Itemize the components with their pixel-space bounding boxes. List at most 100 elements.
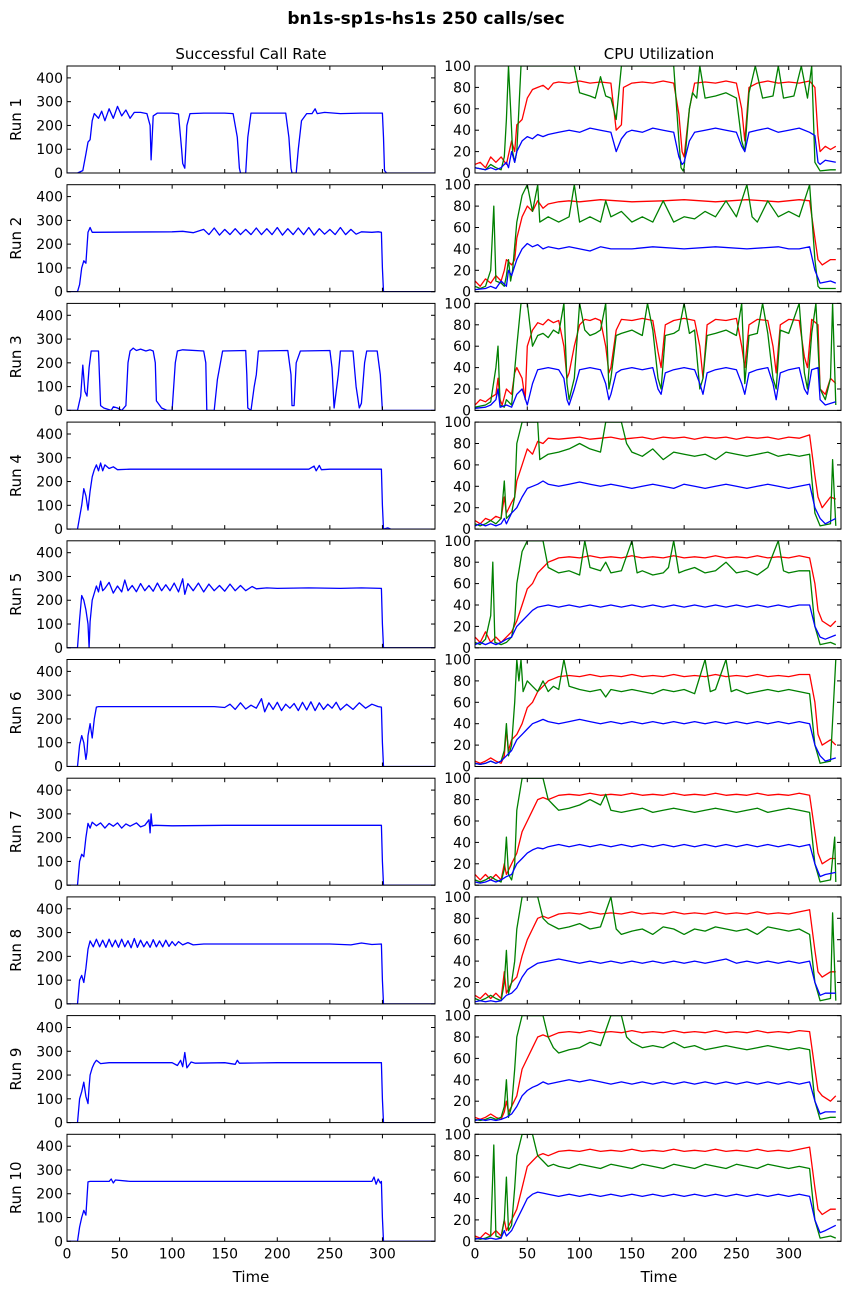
y-tick-label: 400 bbox=[36, 783, 63, 799]
y-tick-label: 400 bbox=[36, 427, 63, 443]
y-tick-label: 400 bbox=[36, 902, 63, 918]
y-tick-label: 20 bbox=[453, 1094, 471, 1110]
run-label: Run 5 bbox=[7, 573, 25, 616]
cpu-panel-run-9: 0 20 40 60 80 100 bbox=[444, 1009, 842, 1132]
y-tick-label: 300 bbox=[36, 95, 63, 111]
x-tick-label: 250 bbox=[723, 1246, 750, 1262]
y-tick-label: 40 bbox=[453, 717, 471, 733]
y-tick-label: 0 bbox=[54, 760, 63, 776]
y-tick-label: 200 bbox=[36, 949, 63, 965]
y-tick-label: 80 bbox=[453, 318, 471, 334]
y-tick-label: 0 bbox=[54, 285, 63, 301]
y-tick-label: 60 bbox=[453, 1170, 471, 1186]
left-column-title: Successful Call Rate bbox=[175, 45, 326, 63]
y-tick-label: 80 bbox=[453, 199, 471, 215]
cpu-series-blue-line bbox=[475, 242, 837, 291]
y-tick-label: 0 bbox=[462, 522, 471, 538]
y-tick-label: 100 bbox=[444, 1009, 471, 1025]
y-tick-label: 200 bbox=[36, 356, 63, 372]
cpu-series-green-line bbox=[475, 422, 837, 527]
y-tick-label: 80 bbox=[453, 1030, 471, 1046]
cpu-series-red-line bbox=[475, 80, 837, 169]
rate-panel-run-10: 0 100 200 300 400 0 50 100 150 200 250 300 bbox=[36, 1133, 436, 1262]
y-tick-label: 100 bbox=[444, 890, 471, 906]
plot-frame bbox=[474, 1133, 842, 1242]
rate-series-rate-line bbox=[67, 462, 435, 530]
x-tick-label: 100 bbox=[566, 1246, 593, 1262]
y-tick-label: 0 bbox=[54, 166, 63, 182]
right-column-title: CPU Utilization bbox=[604, 45, 714, 63]
y-tick-label: 100 bbox=[36, 973, 63, 989]
rate-panel-run-3: 0 100 200 300 400 bbox=[36, 302, 436, 419]
cpu-panel-run-5: 0 20 40 60 80 100 bbox=[444, 534, 842, 657]
cpu-series-red-line bbox=[475, 199, 836, 287]
x-tick-label: 150 bbox=[618, 1246, 645, 1262]
plot-frame bbox=[66, 1015, 436, 1124]
cpu-series-green-line bbox=[475, 540, 837, 646]
run-label: Run 4 bbox=[7, 454, 25, 497]
y-tick-label: 100 bbox=[444, 415, 471, 431]
cpu-series-blue-line bbox=[475, 1079, 836, 1122]
y-tick-label: 0 bbox=[54, 1234, 63, 1250]
y-tick-label: 20 bbox=[453, 1213, 471, 1229]
cpu-series-red-line bbox=[475, 909, 836, 1000]
y-tick-label: 200 bbox=[36, 237, 63, 253]
y-tick-label: 0 bbox=[54, 878, 63, 894]
y-tick-label: 100 bbox=[36, 380, 63, 396]
rate-series-rate-line bbox=[67, 105, 435, 173]
rate-series-rate-line bbox=[67, 226, 435, 292]
y-tick-label: 300 bbox=[36, 569, 63, 585]
y-tick-label: 40 bbox=[453, 242, 471, 258]
run-label: Run 7 bbox=[7, 810, 25, 853]
y-tick-label: 60 bbox=[453, 1051, 471, 1067]
rate-series-rate-line bbox=[67, 578, 435, 648]
plot-frame bbox=[66, 540, 436, 649]
run-label: Run 10 bbox=[7, 1161, 25, 1214]
y-tick-label: 40 bbox=[453, 598, 471, 614]
y-tick-label: 0 bbox=[54, 997, 63, 1013]
y-tick-label: 20 bbox=[453, 382, 471, 398]
x-tick-label: 300 bbox=[369, 1246, 396, 1262]
y-tick-label: 80 bbox=[453, 80, 471, 96]
plot-frame bbox=[474, 777, 842, 886]
y-tick-label: 40 bbox=[453, 954, 471, 970]
y-tick-label: 0 bbox=[462, 1234, 471, 1250]
cpu-series-green-line bbox=[475, 896, 837, 1002]
cpu-panel-run-7: 0 20 40 60 80 100 bbox=[444, 771, 842, 894]
y-tick-label: 80 bbox=[453, 555, 471, 571]
x-tick-label: 150 bbox=[211, 1246, 238, 1262]
x-tick-label: 300 bbox=[775, 1246, 802, 1262]
y-tick-label: 80 bbox=[453, 437, 471, 453]
y-tick-label: 60 bbox=[453, 458, 471, 474]
y-tick-label: 20 bbox=[453, 619, 471, 635]
cpu-series-green-line bbox=[475, 184, 836, 290]
plot-frame bbox=[474, 65, 842, 174]
y-tick-label: 80 bbox=[453, 674, 471, 690]
plot-frame bbox=[474, 302, 842, 411]
left-x-axis-label: Time bbox=[232, 1268, 270, 1286]
plot-frame bbox=[474, 421, 842, 530]
run-label: Run 8 bbox=[7, 929, 25, 972]
y-tick-label: 0 bbox=[54, 1116, 63, 1132]
right-x-axis-label: Time bbox=[640, 1268, 678, 1286]
cpu-series-green-line bbox=[475, 303, 837, 408]
y-tick-label: 200 bbox=[36, 593, 63, 609]
plot-frame bbox=[474, 896, 842, 1005]
y-tick-label: 0 bbox=[462, 997, 471, 1013]
y-tick-label: 20 bbox=[453, 738, 471, 754]
y-tick-label: 400 bbox=[36, 664, 63, 680]
rate-panel-run-9: 0 100 200 300 400 bbox=[36, 1015, 436, 1132]
y-tick-label: 60 bbox=[453, 577, 471, 593]
y-tick-label: 100 bbox=[444, 178, 471, 194]
plot-frame bbox=[66, 659, 436, 767]
cpu-panel-run-1: 0 20 40 60 80 100 bbox=[444, 59, 842, 182]
y-tick-label: 100 bbox=[444, 534, 471, 550]
cpu-panel-run-4: 0 20 40 60 80 100 bbox=[444, 415, 842, 538]
y-tick-label: 40 bbox=[453, 1073, 471, 1089]
x-tick-label: 50 bbox=[111, 1246, 129, 1262]
cpu-series-green-line bbox=[475, 778, 837, 883]
cpu-series-blue-line bbox=[475, 843, 836, 884]
y-tick-label: 300 bbox=[36, 1163, 63, 1179]
y-tick-label: 40 bbox=[453, 123, 471, 139]
y-tick-label: 60 bbox=[453, 814, 471, 830]
